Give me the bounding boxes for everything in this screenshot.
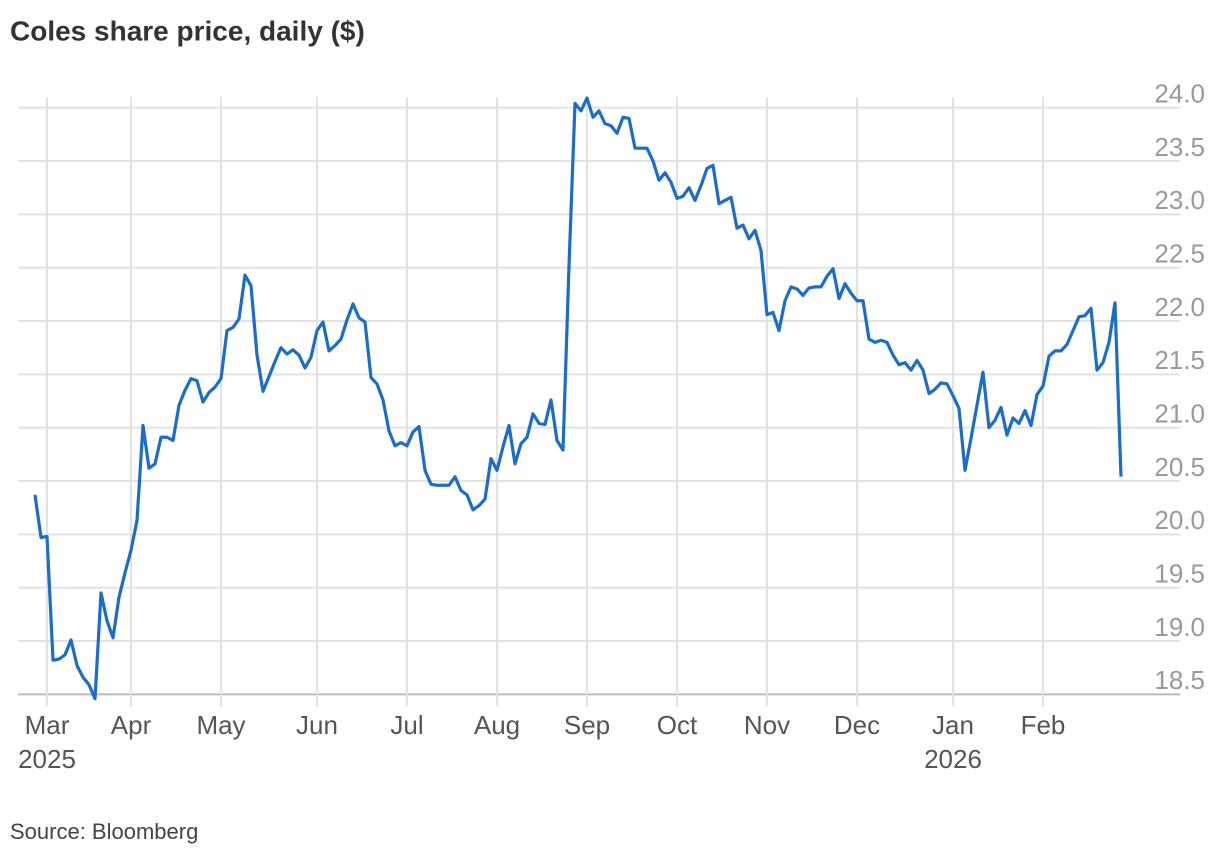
x-tick-label: Sep <box>563 710 611 740</box>
y-tick-label: 21.5 <box>1154 345 1205 375</box>
y-tick-label: 19.5 <box>1154 559 1205 589</box>
x-tick-label: Jan 2026 <box>924 710 982 774</box>
y-tick-label: 18.5 <box>1154 665 1205 695</box>
x-tick-label: Nov <box>743 710 791 740</box>
x-tick-label: Apr <box>110 710 152 740</box>
chart-title: Coles share price, daily ($) <box>10 15 365 46</box>
x-tick-label: Jul <box>390 710 424 740</box>
x-tick-label: Mar 2025 <box>18 710 76 774</box>
y-tick-label: 23.0 <box>1154 185 1205 215</box>
x-tick-label: Oct <box>656 710 698 740</box>
x-tick-label: Dec <box>833 710 881 740</box>
y-tick-label: 20.0 <box>1154 505 1205 535</box>
y-tick-label: 22.5 <box>1154 239 1205 269</box>
x-tick-label: May <box>196 710 246 740</box>
y-tick-label: 23.5 <box>1154 132 1205 162</box>
x-tick-label: Aug <box>473 710 521 740</box>
y-tick-label: 19.0 <box>1154 612 1205 642</box>
price-line <box>33 96 1123 701</box>
y-tick-label: 21.0 <box>1154 399 1205 429</box>
x-tick-label: Feb <box>1020 710 1066 740</box>
y-tick-label: 22.0 <box>1154 292 1205 322</box>
y-tick-label: 24.0 <box>1154 79 1205 109</box>
source: Source: Bloomberg <box>10 819 198 844</box>
y-tick-label: 20.5 <box>1154 452 1205 482</box>
x-tick-label: Jun <box>296 710 338 740</box>
